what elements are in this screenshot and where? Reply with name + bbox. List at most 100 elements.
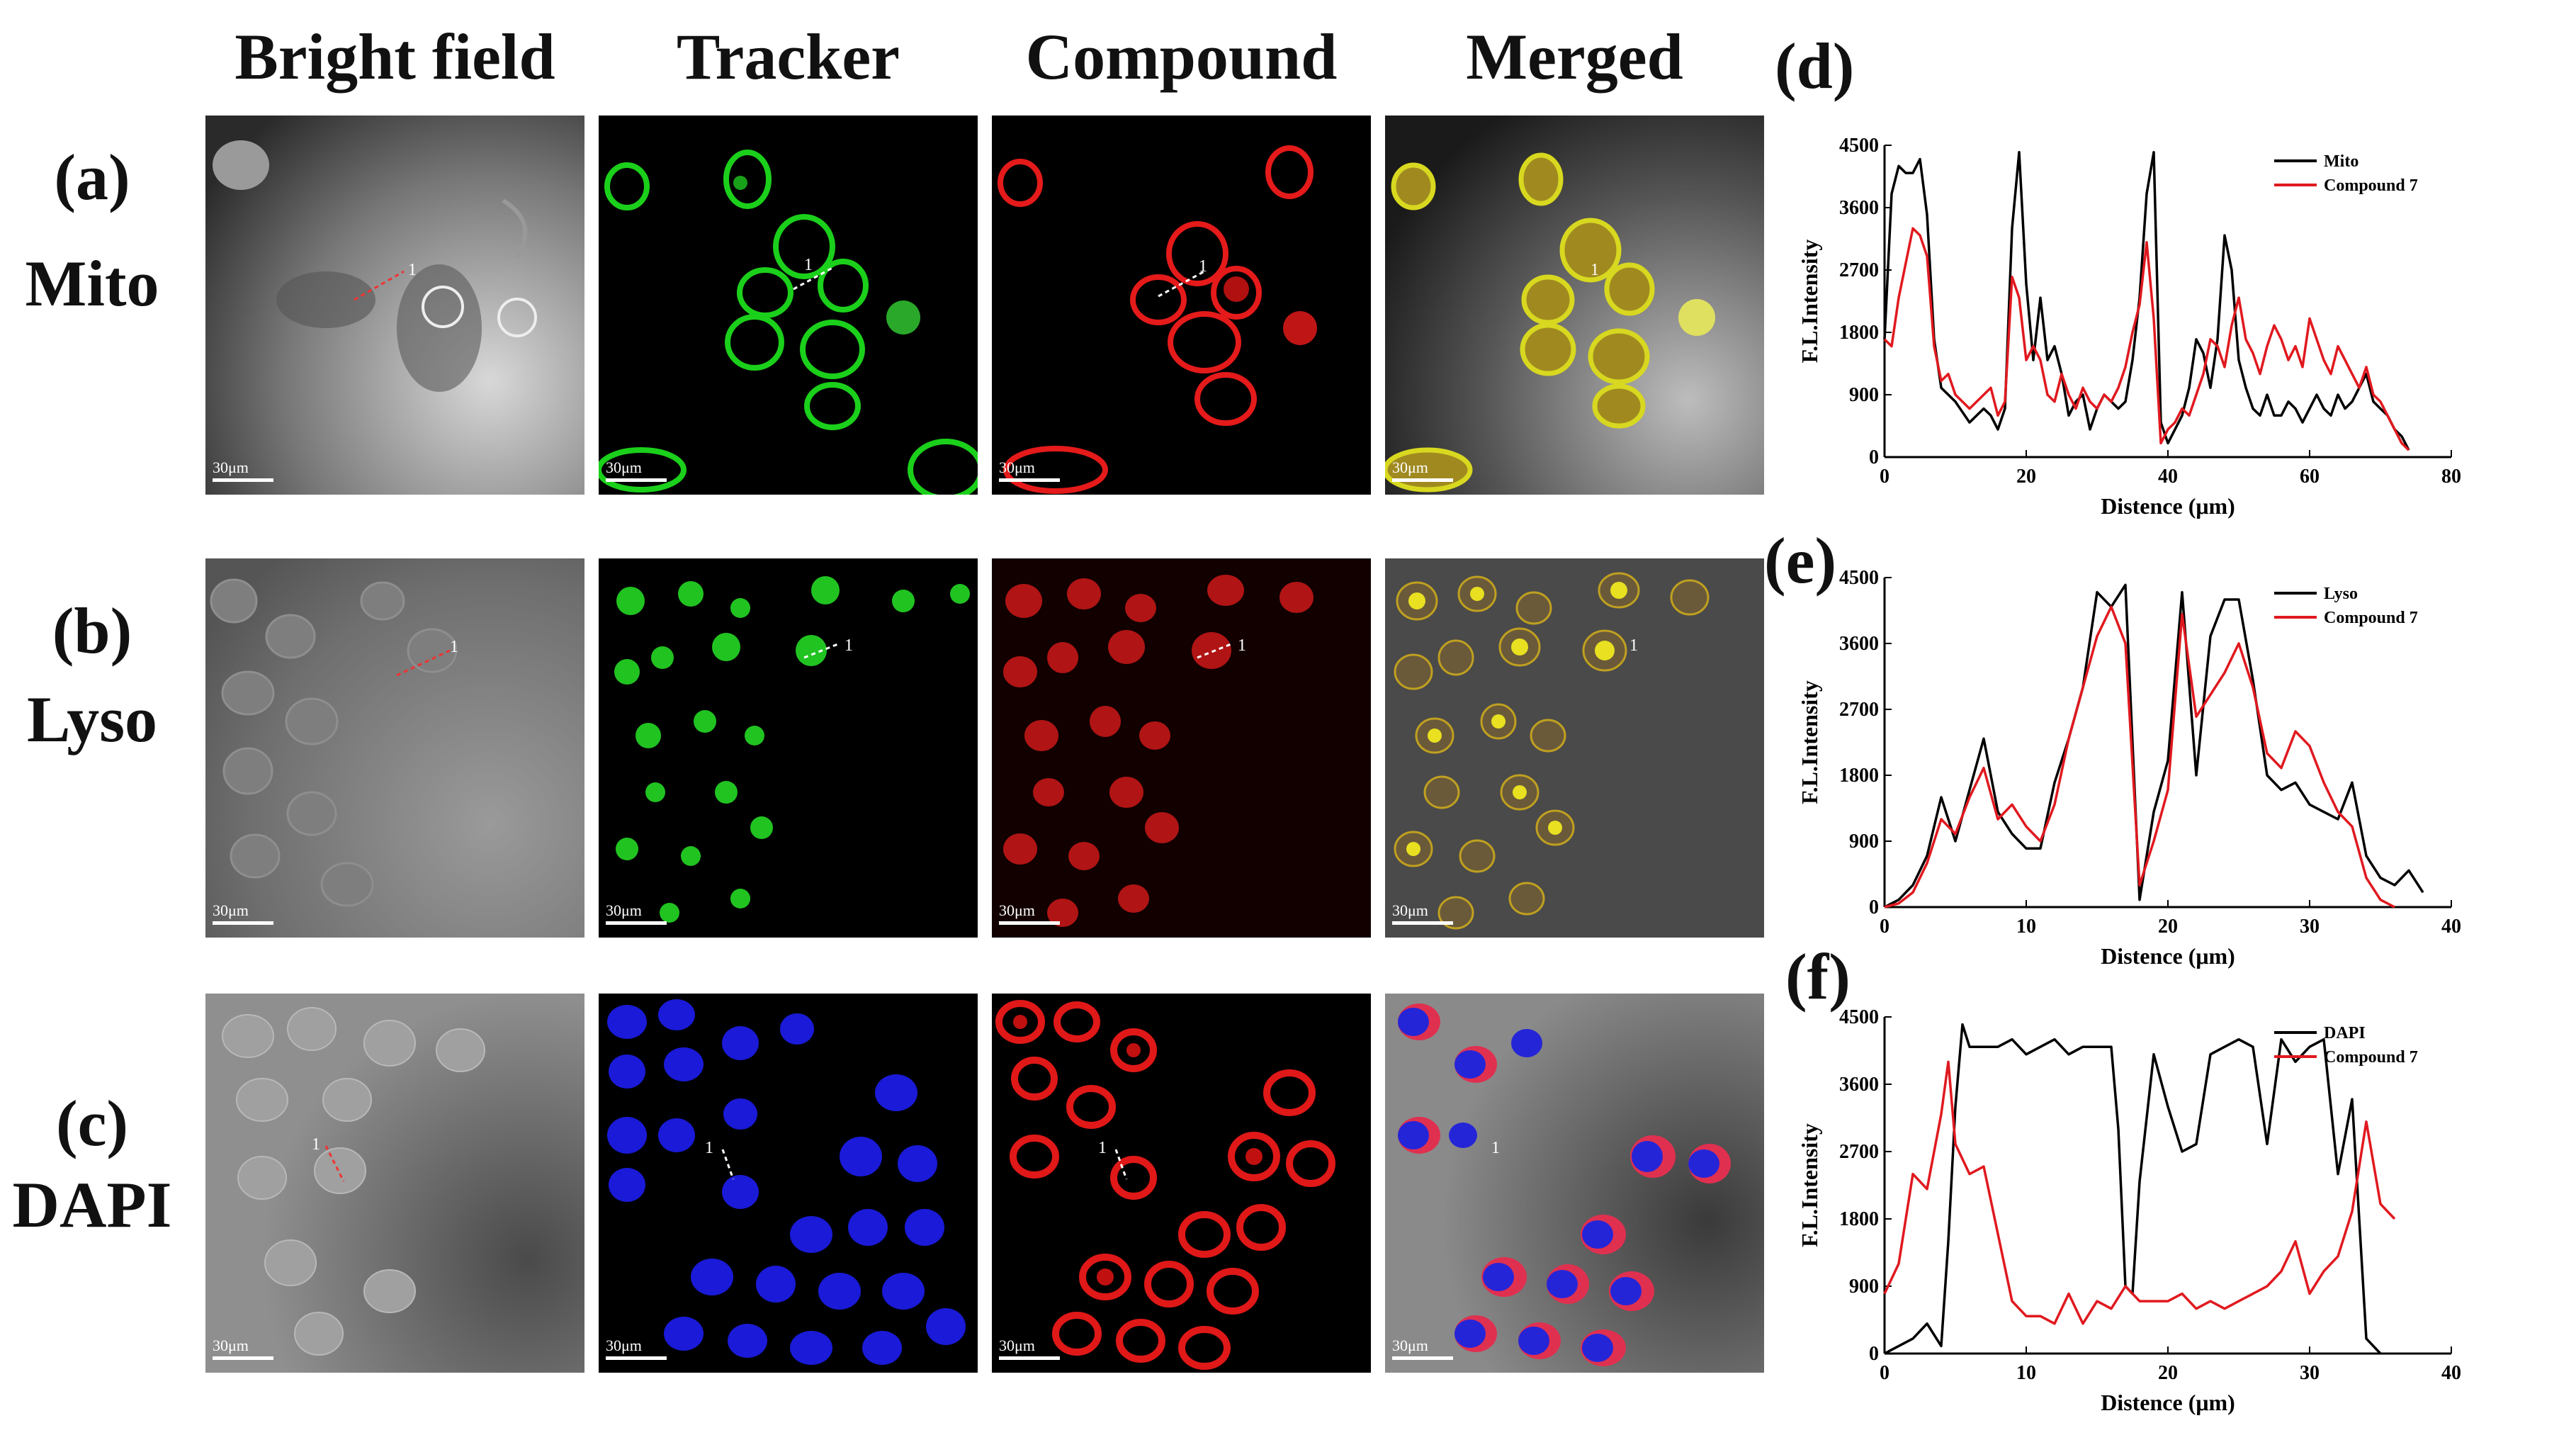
series-line-1 bbox=[1883, 1060, 2396, 1325]
scale-bar: 30μm bbox=[999, 901, 1060, 925]
x-tick-label: 0 bbox=[1880, 916, 1889, 938]
roi-label: 1 bbox=[1629, 636, 1638, 655]
legend-label: DAPI bbox=[2324, 1024, 2366, 1042]
x-tick-label: 0 bbox=[1880, 1362, 1889, 1384]
scale-bar: 30μm bbox=[1392, 1337, 1453, 1360]
legend-label: Compound 7 bbox=[2324, 609, 2418, 627]
scale-bar: 30μm bbox=[999, 459, 1060, 482]
series-line-0 bbox=[1883, 151, 2410, 451]
roi-label: 1 bbox=[705, 1139, 713, 1157]
x-tick-label: 10 bbox=[2016, 1362, 2036, 1384]
x-axis-label: Distence (μm) bbox=[2101, 493, 2235, 519]
line-plot-f-svg: 0 900 1800 2700 3600 4500 0 10 20 30 40 Distence (μ… bbox=[1797, 1006, 2461, 1415]
line-plot-e-svg: 0 900 1800 2700 3600 4500 0 10 20 30 40 Distence (μ… bbox=[1797, 567, 2461, 969]
micrograph-a-tracker: 1 30μm bbox=[599, 116, 978, 495]
y-tick-label: 3600 bbox=[1839, 633, 1879, 655]
micrograph-a-compound: 1 30μm bbox=[992, 116, 1371, 495]
column-title-bright-field: Bright field bbox=[235, 21, 555, 93]
micrograph-c-bright-field: 1 30μm bbox=[205, 994, 584, 1373]
y-axis-label: F.L.Intensity bbox=[1797, 680, 1822, 804]
micrograph-b-merged: 1 30μm bbox=[1385, 558, 1764, 938]
roi-label: 1 bbox=[1199, 257, 1207, 276]
roi-label: 1 bbox=[844, 636, 853, 655]
column-title-compound: Compound bbox=[1025, 21, 1338, 93]
row-name-dapi: DAPI bbox=[12, 1169, 172, 1241]
x-tick-label: 20 bbox=[2158, 1362, 2178, 1384]
micrograph-c-tracker: 1 30μm bbox=[599, 994, 978, 1373]
y-tick-label: 2700 bbox=[1839, 259, 1879, 281]
y-tick-label: 900 bbox=[1849, 1276, 1879, 1298]
x-tick-label: 30 bbox=[2300, 916, 2320, 938]
x-tick-label: 20 bbox=[2158, 916, 2178, 938]
y-tick-label: 0 bbox=[1869, 446, 1879, 468]
y-axis-label: F.L.Intensity bbox=[1797, 240, 1822, 364]
micrograph-c-merged: 1 30μm bbox=[1385, 994, 1764, 1373]
micrograph-a-bright-field: 1 30μm bbox=[205, 116, 584, 495]
line-plot-f: 0 900 1800 2700 3600 4500 0 10 20 30 40 Distence (μ… bbox=[1792, 999, 2501, 1435]
row-letter-b: (b) bbox=[52, 595, 132, 667]
micrograph-c-compound: 1 30μm bbox=[992, 994, 1371, 1373]
roi-label: 1 bbox=[312, 1135, 320, 1154]
scale-bar: 30μm bbox=[1392, 901, 1453, 925]
micrograph-a-merged: 1 30μm bbox=[1385, 116, 1764, 495]
x-tick-label: 40 bbox=[2158, 466, 2178, 488]
column-title-merged: Merged bbox=[1466, 21, 1683, 93]
y-tick-label: 4500 bbox=[1839, 135, 1879, 157]
roi-label: 1 bbox=[804, 256, 813, 274]
y-tick-label: 900 bbox=[1849, 384, 1879, 406]
y-tick-label: 4500 bbox=[1839, 567, 1879, 589]
scale-bar: 30μm bbox=[606, 901, 667, 925]
roi-label: 1 bbox=[1491, 1139, 1500, 1157]
x-axis-label: Distence (μm) bbox=[2101, 1390, 2235, 1415]
y-tick-label: 1800 bbox=[1839, 322, 1879, 344]
column-title-tracker: Tracker bbox=[676, 21, 900, 93]
micrograph-b-compound: 1 30μm bbox=[992, 558, 1371, 938]
x-tick-label: 60 bbox=[2300, 466, 2320, 488]
x-tick-label: 40 bbox=[2441, 916, 2461, 938]
y-tick-label: 1800 bbox=[1839, 1208, 1879, 1230]
y-tick-label: 3600 bbox=[1839, 1074, 1879, 1096]
series-line-0 bbox=[1884, 1023, 2382, 1355]
series-line-1 bbox=[1883, 227, 2410, 451]
x-tick-label: 30 bbox=[2300, 1362, 2320, 1384]
micrograph-b-bright-field: 1 30μm bbox=[205, 558, 584, 938]
roi-label: 1 bbox=[1238, 636, 1246, 655]
scale-bar: 30μm bbox=[213, 1337, 273, 1360]
scale-bar: 30μm bbox=[213, 459, 273, 482]
scale-bar: 30μm bbox=[606, 1337, 667, 1360]
roi-label: 1 bbox=[1098, 1139, 1107, 1157]
y-tick-label: 1800 bbox=[1839, 765, 1879, 787]
y-tick-label: 2700 bbox=[1839, 699, 1879, 721]
x-axis-label: Distence (μm) bbox=[2101, 943, 2235, 969]
y-tick-label: 0 bbox=[1869, 1343, 1879, 1365]
series-line-1 bbox=[1884, 605, 2395, 909]
row-name-mito: Mito bbox=[25, 247, 159, 320]
y-tick-label: 2700 bbox=[1839, 1141, 1879, 1163]
panel-letter-f: (f) bbox=[1785, 940, 1851, 1013]
roi-label: 1 bbox=[450, 638, 458, 656]
scale-bar: 30μm bbox=[213, 901, 273, 925]
y-tick-label: 3600 bbox=[1839, 197, 1879, 219]
row-letter-a: (a) bbox=[54, 141, 130, 213]
y-tick-label: 4500 bbox=[1839, 1006, 1879, 1028]
scale-bar: 30μm bbox=[999, 1337, 1060, 1360]
x-tick-label: 10 bbox=[2016, 916, 2036, 938]
legend-label: Lyso bbox=[2324, 585, 2358, 603]
line-plot-e: 0 900 1800 2700 3600 4500 0 10 20 30 40 Distence (μ… bbox=[1792, 560, 2501, 985]
row-letter-c: (c) bbox=[55, 1087, 129, 1159]
legend-label: Compound 7 bbox=[2324, 1048, 2418, 1067]
line-plot-d: 0 900 1800 2700 3600 4500 0 20 40 60 80 Distence (μ… bbox=[1792, 128, 2501, 531]
panel-letter-e: (e) bbox=[1764, 524, 1837, 597]
x-tick-label: 40 bbox=[2441, 1362, 2461, 1384]
scale-bar: 30μm bbox=[1392, 459, 1453, 482]
legend-label: Mito bbox=[2324, 152, 2358, 171]
scale-bar: 30μm bbox=[606, 459, 667, 482]
series-line-0 bbox=[1884, 583, 2424, 909]
micrograph-b-tracker: 1 30μm bbox=[599, 558, 978, 938]
roi-label: 1 bbox=[1591, 261, 1599, 279]
y-axis-label: F.L.Intensity bbox=[1797, 1123, 1822, 1247]
roi-label: 1 bbox=[408, 261, 417, 279]
y-tick-label: 900 bbox=[1849, 831, 1879, 853]
row-name-lyso: Lyso bbox=[26, 683, 158, 755]
x-tick-label: 0 bbox=[1880, 466, 1889, 488]
